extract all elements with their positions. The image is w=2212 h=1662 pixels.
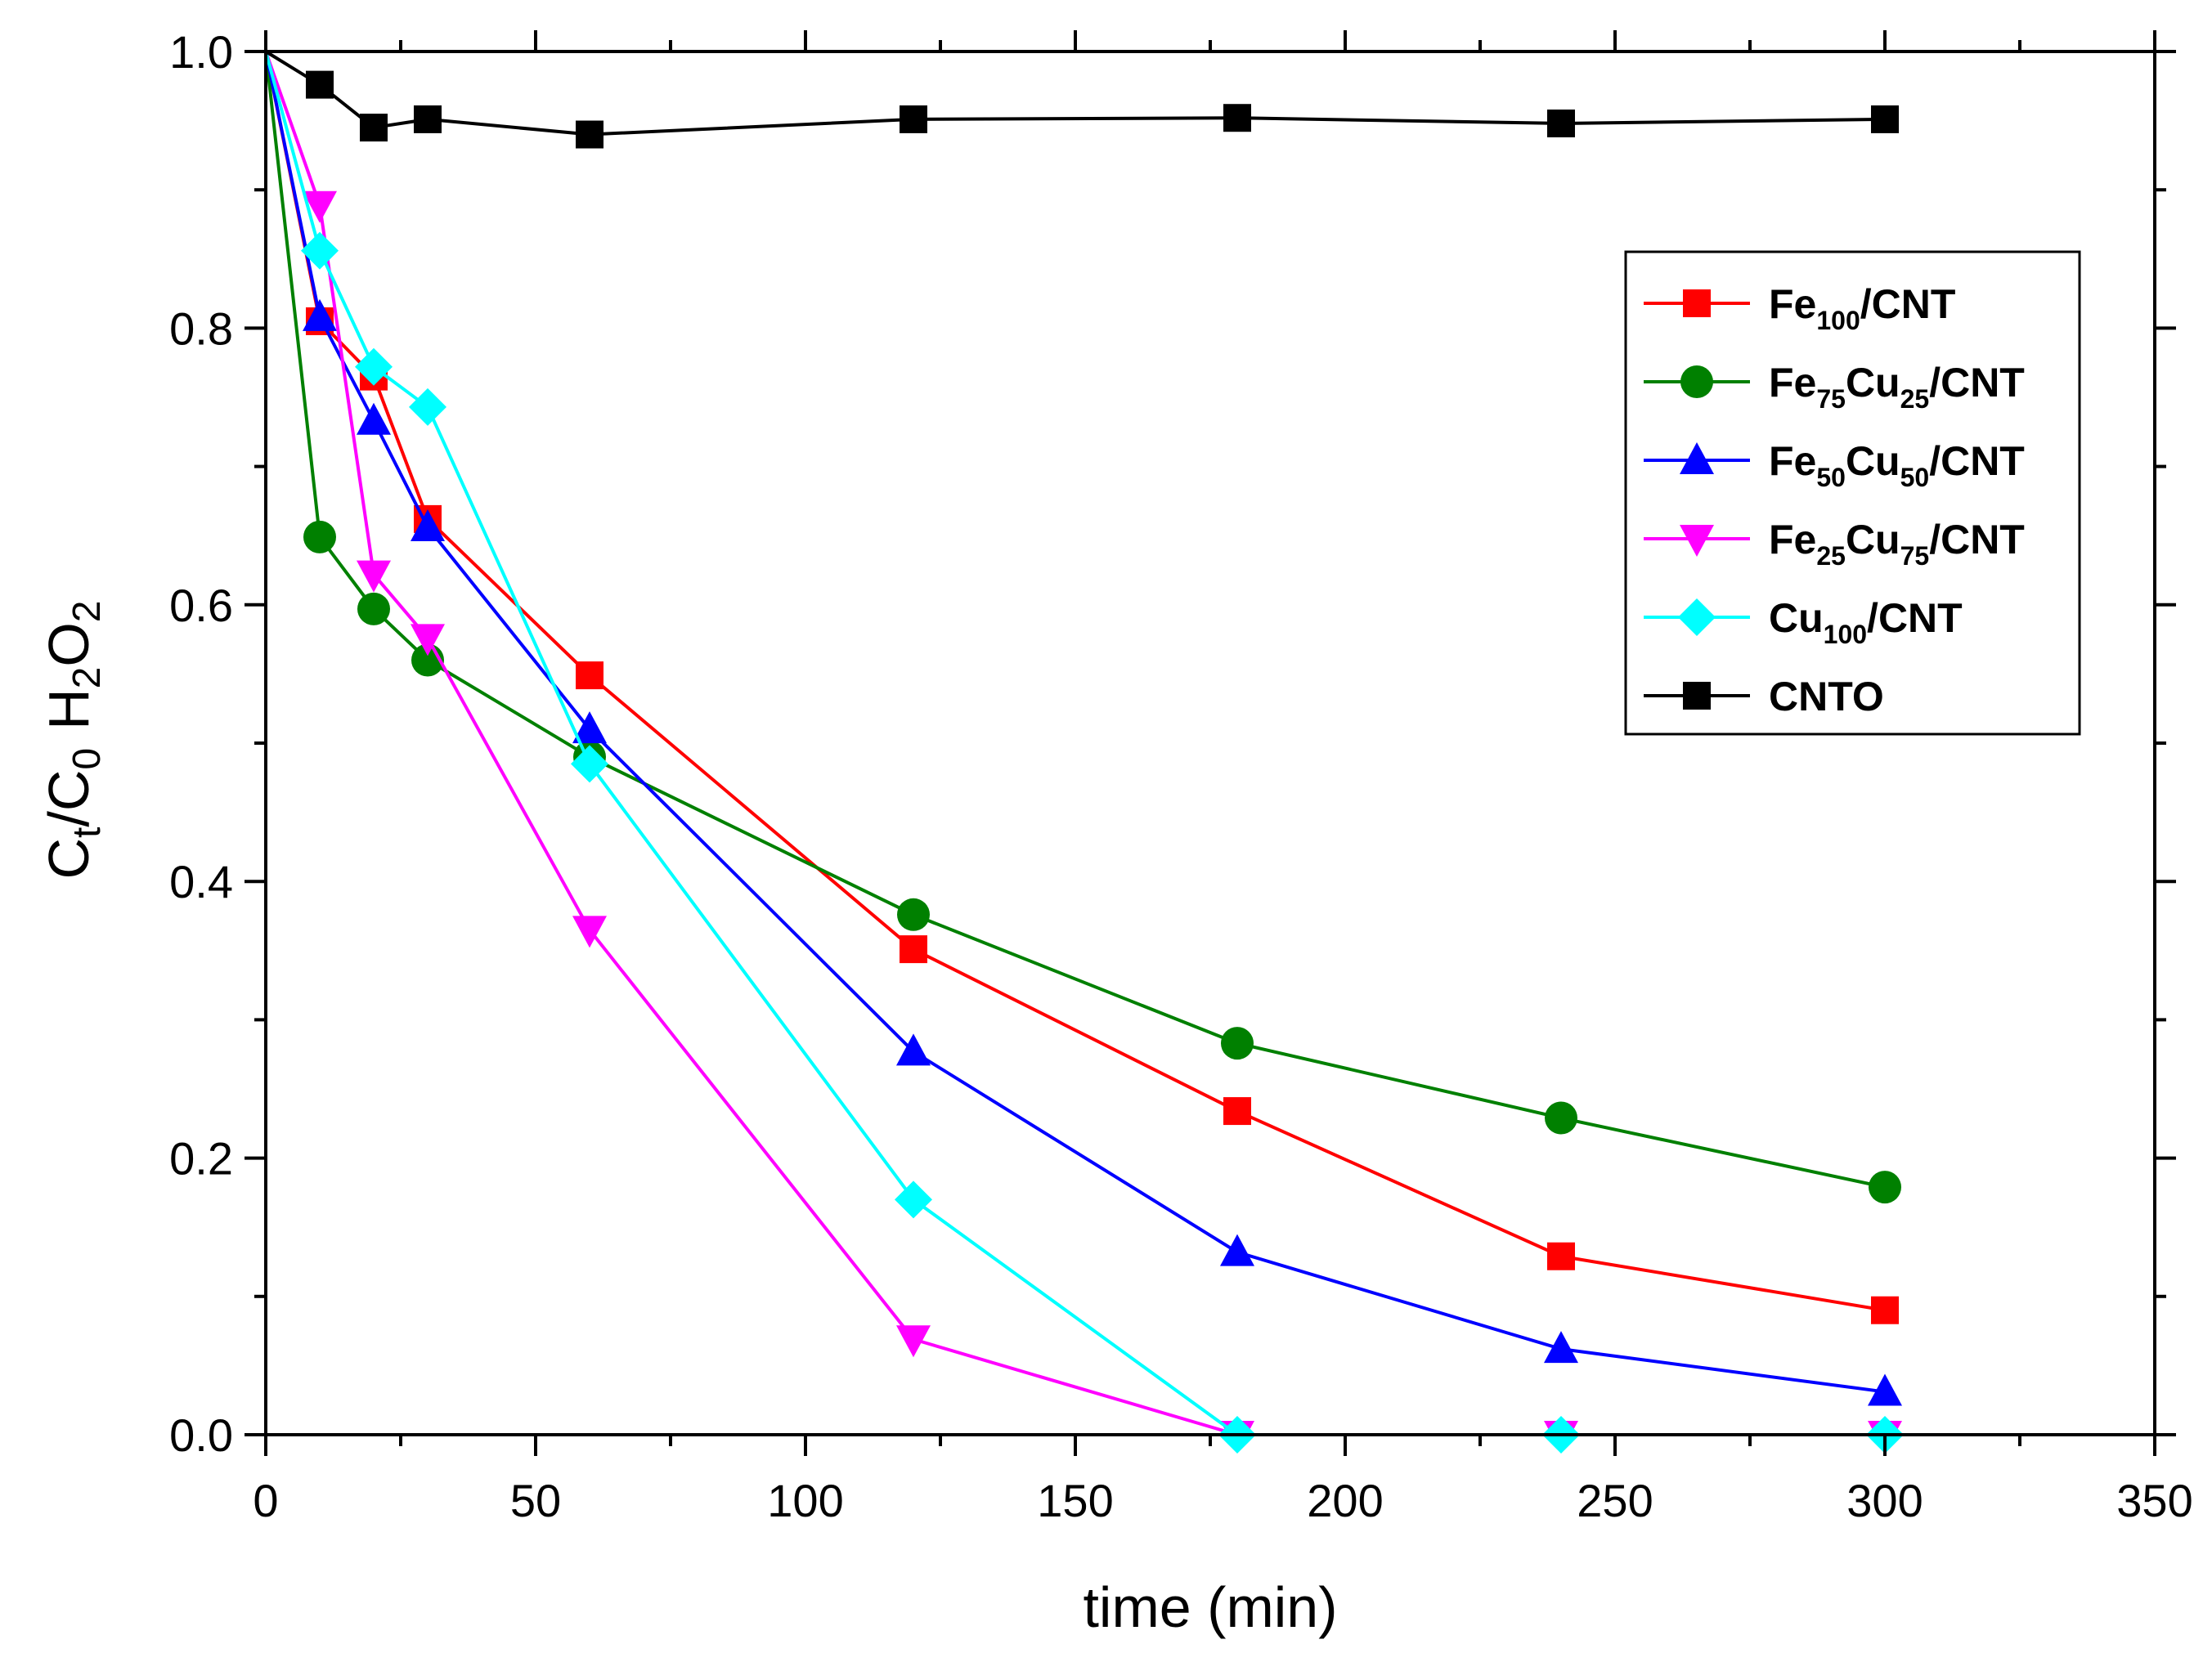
data-point-fe50cu50-cnt bbox=[896, 1033, 931, 1066]
data-point-fe100-cnt bbox=[576, 661, 603, 690]
data-point-fe75cu25-cnt bbox=[1221, 1027, 1254, 1060]
data-point-cu100-cnt bbox=[895, 1180, 932, 1219]
legend-marker bbox=[1683, 289, 1711, 317]
data-point-cu100-cnt bbox=[355, 347, 393, 386]
data-point-cnto bbox=[1871, 105, 1899, 133]
data-point-cnto bbox=[1223, 104, 1251, 132]
data-point-cnto bbox=[306, 70, 334, 99]
legend-marker bbox=[1680, 365, 1713, 398]
y-tick-label: 0.2 bbox=[169, 1133, 233, 1185]
legend-marker bbox=[1680, 525, 1714, 557]
legend-marker bbox=[1678, 598, 1716, 636]
legend-item-cu100-cnt: Cu100/CNT bbox=[1644, 595, 1963, 649]
legend-marker bbox=[1680, 442, 1714, 474]
data-point-fe50cu50-cnt bbox=[411, 509, 445, 542]
data-point-cnto bbox=[900, 105, 927, 133]
x-tick-label: 50 bbox=[510, 1475, 561, 1526]
data-point-fe50cu50-cnt bbox=[1868, 1373, 1902, 1406]
data-point-fe25cu75-cnt bbox=[572, 916, 607, 948]
data-point-fe25cu75-cnt bbox=[411, 624, 445, 656]
series-cnto bbox=[264, 50, 1899, 149]
series-fe50cu50-cnt bbox=[264, 51, 1902, 1406]
data-point-cu100-cnt bbox=[409, 388, 446, 426]
legend-item-fe25cu75-cnt: Fe25Cu75/CNT bbox=[1644, 517, 2025, 571]
data-point-cnto bbox=[576, 120, 603, 149]
x-tick-label: 150 bbox=[1037, 1475, 1113, 1526]
x-tick-label: 0 bbox=[253, 1475, 278, 1526]
data-point-fe50cu50-cnt bbox=[572, 711, 607, 744]
y-tick-label: 0.8 bbox=[169, 302, 233, 354]
data-point-fe25cu75-cnt bbox=[303, 190, 337, 223]
x-axis-title: time (min) bbox=[1083, 1575, 1337, 1639]
data-point-fe50cu50-cnt bbox=[303, 298, 337, 331]
data-point-cu100-cnt bbox=[301, 231, 339, 270]
legend-item-fe75cu25-cnt: Fe75Cu25/CNT bbox=[1644, 360, 2025, 414]
data-point-fe50cu50-cnt bbox=[1220, 1234, 1254, 1266]
legend-label: Fe50Cu50/CNT bbox=[1769, 438, 2025, 492]
data-point-fe100-cnt bbox=[900, 935, 927, 964]
x-tick-label: 250 bbox=[1577, 1475, 1653, 1526]
x-axis: 0 50 100 150 200 250 300 350 bbox=[253, 30, 2193, 1526]
data-point-fe75cu25-cnt bbox=[1545, 1101, 1577, 1135]
legend-label: CNTO bbox=[1769, 674, 1884, 719]
y-tick-label: 0.0 bbox=[169, 1409, 233, 1461]
y-tick-label: 0.6 bbox=[169, 580, 233, 631]
y-axis-title: Ct/C0H2O2 bbox=[37, 600, 109, 879]
data-point-cnto bbox=[414, 105, 442, 133]
data-point-fe75cu25-cnt bbox=[303, 520, 336, 553]
data-point-fe100-cnt bbox=[1547, 1242, 1575, 1270]
data-point-cnto bbox=[1547, 109, 1575, 137]
legend-marker bbox=[1683, 682, 1711, 710]
data-point-fe25cu75-cnt bbox=[896, 1325, 931, 1358]
data-point-fe25cu75-cnt bbox=[357, 560, 391, 593]
x-tick-label: 200 bbox=[1307, 1475, 1383, 1526]
x-tick-label: 350 bbox=[2116, 1475, 2192, 1526]
x-tick-label: 300 bbox=[1846, 1475, 1923, 1526]
data-point-fe100-cnt bbox=[1223, 1097, 1251, 1126]
legend-label: Fe25Cu75/CNT bbox=[1769, 517, 2025, 571]
data-point-fe75cu25-cnt bbox=[897, 898, 930, 931]
data-point-fe50cu50-cnt bbox=[357, 402, 391, 435]
legend-item-fe100-cnt: Fe100/CNT bbox=[1644, 281, 1955, 335]
data-point-cnto bbox=[360, 114, 388, 142]
legend-box bbox=[1624, 250, 2081, 736]
data-point-fe50cu50-cnt bbox=[1544, 1331, 1578, 1364]
y-tick-label: 0.4 bbox=[169, 856, 233, 907]
x-tick-label: 100 bbox=[767, 1475, 843, 1526]
data-point-fe75cu25-cnt bbox=[357, 592, 390, 625]
legend-label: Fe75Cu25/CNT bbox=[1769, 360, 2025, 414]
legend-item-fe50cu50-cnt: Fe50Cu50/CNT bbox=[1644, 438, 2025, 492]
y-axis: 0.0 0.2 0.4 0.6 0.8 1.0 bbox=[169, 26, 2176, 1461]
legend-label: Fe100/CNT bbox=[1769, 281, 1955, 335]
legend-label: Cu100/CNT bbox=[1769, 595, 1963, 649]
legend: Fe100/CNT Fe75Cu25/CNT Fe50Cu50/CNT Fe25Cu7… bbox=[1624, 250, 2081, 736]
legend-item-cnto: CNTO bbox=[1644, 674, 1884, 719]
data-point-fe75cu25-cnt bbox=[1869, 1171, 1901, 1204]
data-point-cu100-cnt bbox=[571, 745, 608, 783]
data-point-fe100-cnt bbox=[1871, 1296, 1899, 1324]
y-tick-label: 1.0 bbox=[169, 26, 233, 78]
